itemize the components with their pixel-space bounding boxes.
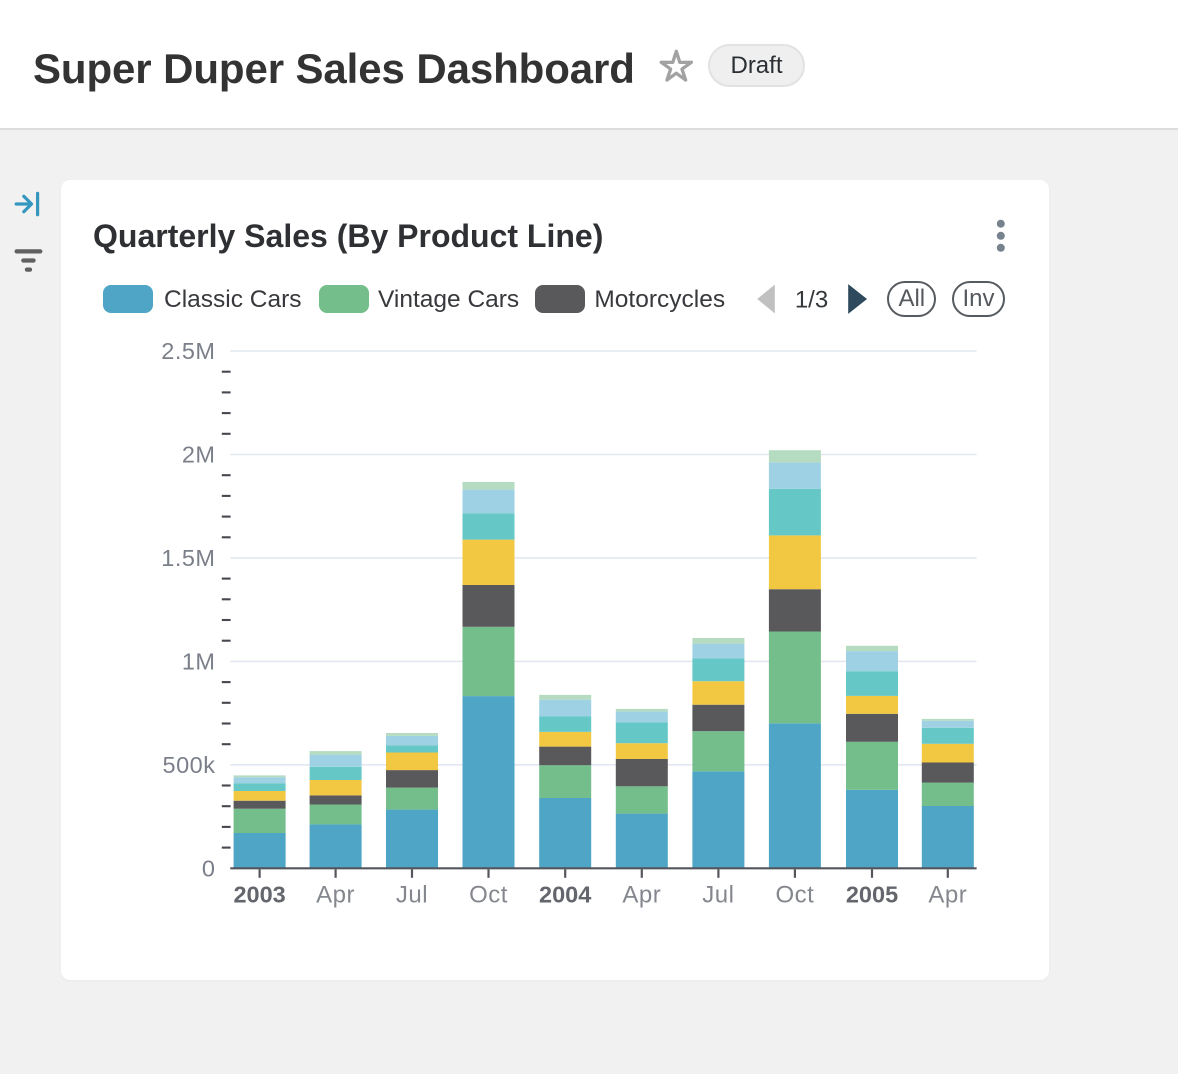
svg-text:1.5M: 1.5M: [161, 545, 215, 571]
svg-text:0: 0: [202, 855, 216, 881]
svg-text:500k: 500k: [163, 752, 216, 778]
svg-text:Oct: Oct: [775, 882, 814, 909]
svg-text:Apr: Apr: [928, 882, 967, 909]
svg-text:2003: 2003: [233, 882, 285, 908]
svg-text:Jul: Jul: [396, 882, 428, 909]
svg-text:2M: 2M: [182, 442, 216, 468]
svg-text:2004: 2004: [539, 882, 591, 908]
svg-text:Jul: Jul: [702, 882, 734, 909]
svg-text:Apr: Apr: [622, 882, 661, 909]
svg-text:1/3: 1/3: [795, 287, 828, 314]
svg-text:Apr: Apr: [316, 882, 355, 909]
svg-text:Oct: Oct: [469, 882, 508, 909]
svg-text:2.5M: 2.5M: [161, 338, 215, 364]
svg-text:2005: 2005: [846, 882, 898, 908]
svg-text:1M: 1M: [182, 648, 216, 674]
